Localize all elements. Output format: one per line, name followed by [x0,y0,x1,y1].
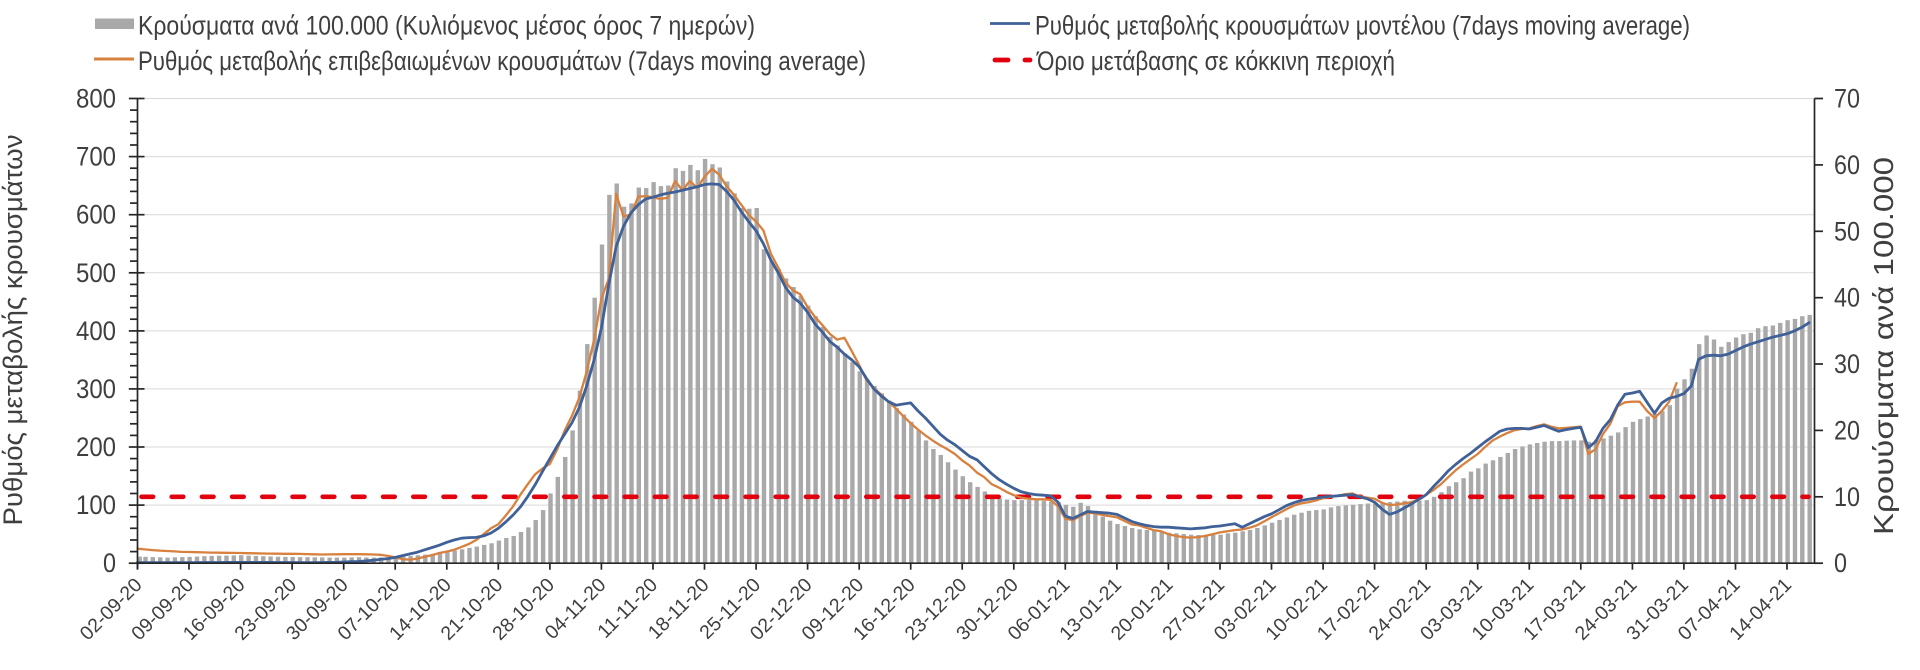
svg-text:300: 300 [76,374,116,404]
svg-text:70: 70 [1834,84,1860,114]
svg-text:0: 0 [103,548,116,578]
svg-text:40: 40 [1834,283,1860,313]
svg-text:800: 800 [76,84,116,114]
svg-text:Κρουύσματα ανά 100.000: Κρουύσματα ανά 100.000 [1868,157,1899,535]
svg-text:Ρυθμός μεταβολής κρουσμάτων μο: Ρυθμός μεταβολής κρουσμάτων μοντέλου (7d… [1035,11,1690,41]
svg-text:0: 0 [1834,548,1847,578]
svg-text:60: 60 [1834,150,1860,180]
svg-text:Κρούσματα ανά 100.000 (Κυλιόμε: Κρούσματα ανά 100.000 (Κυλιόμενος μέσος … [138,11,755,41]
svg-text:Ρυθμός μεταβολής κρουσμάτων: Ρυθμός μεταβολής κρουσμάτων [0,135,28,526]
svg-text:Ρυθμός μεταβολής επιβεβαιωμένω: Ρυθμός μεταβολής επιβεβαιωμένων κρουσμάτ… [138,46,866,76]
svg-text:10: 10 [1834,482,1860,512]
svg-text:Όριο μετάβασης σε κόκκινη περι: Όριο μετάβασης σε κόκκινη περιοχή [1036,46,1395,76]
svg-text:20: 20 [1834,415,1860,445]
svg-text:200: 200 [76,432,116,462]
svg-text:400: 400 [76,316,116,346]
svg-text:100: 100 [76,490,116,520]
svg-text:600: 600 [76,200,116,230]
svg-text:30: 30 [1834,349,1860,379]
svg-text:700: 700 [76,142,116,172]
svg-text:50: 50 [1834,216,1860,246]
svg-text:500: 500 [76,258,116,288]
